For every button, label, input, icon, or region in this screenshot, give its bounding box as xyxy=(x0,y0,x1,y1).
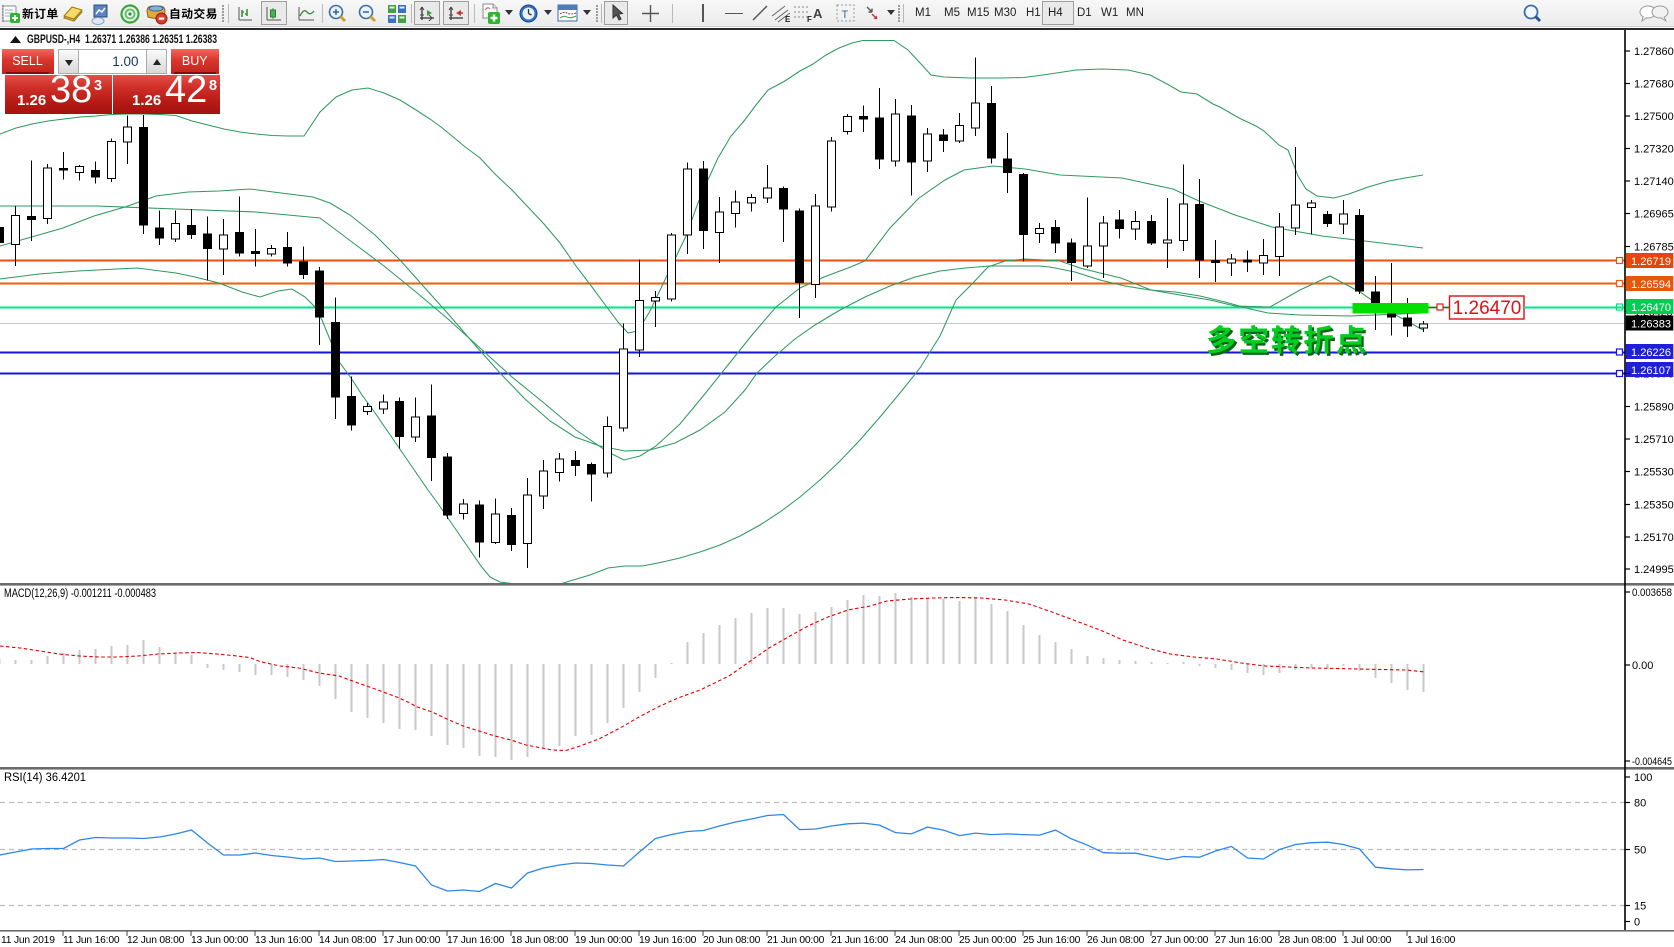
svg-text:0.00: 0.00 xyxy=(1632,660,1653,672)
svg-text:0: 0 xyxy=(1634,917,1640,929)
svg-text:1.25890: 1.25890 xyxy=(1634,402,1674,414)
svg-text:1.25350: 1.25350 xyxy=(1634,500,1674,512)
svg-text:1.26594: 1.26594 xyxy=(1631,279,1671,291)
svg-text:11 Jun 16:00: 11 Jun 16:00 xyxy=(63,935,120,946)
svg-text:1.27680: 1.27680 xyxy=(1634,79,1674,91)
svg-text:1.27320: 1.27320 xyxy=(1634,144,1674,156)
svg-text:1.26226: 1.26226 xyxy=(1631,347,1671,359)
svg-text:27 Jun 16:00: 27 Jun 16:00 xyxy=(1215,935,1273,946)
svg-text:13 Jun 00:00: 13 Jun 00:00 xyxy=(191,935,249,946)
svg-text:1.27500: 1.27500 xyxy=(1634,111,1674,123)
svg-text:1.26383: 1.26383 xyxy=(1631,319,1671,331)
svg-text:20 Jun 08:00: 20 Jun 08:00 xyxy=(703,935,761,946)
svg-text:E: E xyxy=(785,15,791,23)
svg-text:1.25710: 1.25710 xyxy=(1634,434,1674,446)
svg-text:1.26470: 1.26470 xyxy=(1631,302,1671,314)
svg-text:28 Jun 08:00: 28 Jun 08:00 xyxy=(1279,935,1337,946)
svg-text:-0.004645: -0.004645 xyxy=(1632,756,1672,768)
svg-text:1.27140: 1.27140 xyxy=(1634,176,1674,188)
svg-text:1.26470: 1.26470 xyxy=(1453,298,1522,319)
svg-text:1 Jul 00:00: 1 Jul 00:00 xyxy=(1343,935,1392,946)
svg-text:0.003658: 0.003658 xyxy=(1632,587,1672,599)
svg-text:1.26785: 1.26785 xyxy=(1634,242,1674,254)
svg-text:RSI(14) 36.4201: RSI(14) 36.4201 xyxy=(4,772,86,784)
svg-text:1.26965: 1.26965 xyxy=(1634,209,1674,221)
svg-text:27 Jun 00:00: 27 Jun 00:00 xyxy=(1151,935,1209,946)
svg-text:MACD(12,26,9) -0.001211 -0.000: MACD(12,26,9) -0.001211 -0.000483 xyxy=(4,588,156,600)
svg-text:1.27860: 1.27860 xyxy=(1634,46,1674,58)
svg-text:15: 15 xyxy=(1634,901,1646,913)
svg-text:50: 50 xyxy=(1634,845,1646,857)
svg-text:1 Jul 16:00: 1 Jul 16:00 xyxy=(1407,935,1456,946)
svg-text:12 Jun 08:00: 12 Jun 08:00 xyxy=(127,935,185,946)
svg-text:100: 100 xyxy=(1634,772,1652,784)
svg-text:21 Jun 16:00: 21 Jun 16:00 xyxy=(831,935,889,946)
svg-text:21 Jun 00:00: 21 Jun 00:00 xyxy=(767,935,825,946)
svg-text:26 Jun 08:00: 26 Jun 08:00 xyxy=(1087,935,1145,946)
svg-text:18 Jun 08:00: 18 Jun 08:00 xyxy=(511,935,569,946)
svg-text:19 Jun 00:00: 19 Jun 00:00 xyxy=(575,935,633,946)
svg-text:14 Jun 08:00: 14 Jun 08:00 xyxy=(319,935,377,946)
svg-text:17 Jun 00:00: 17 Jun 00:00 xyxy=(383,935,441,946)
svg-text:1.24995: 1.24995 xyxy=(1634,564,1674,576)
svg-text:1.25530: 1.25530 xyxy=(1634,467,1674,479)
svg-text:11 Jun 2019: 11 Jun 2019 xyxy=(1,935,55,946)
svg-text:25 Jun 16:00: 25 Jun 16:00 xyxy=(1023,935,1081,946)
svg-text:1.26719: 1.26719 xyxy=(1631,256,1671,268)
svg-text:1.25170: 1.25170 xyxy=(1634,532,1674,544)
svg-text:13 Jun 16:00: 13 Jun 16:00 xyxy=(255,935,313,946)
svg-text:GBPUSD-,H4 1.26371 1.26386 1.: GBPUSD-,H4 1.26371 1.26386 1.26351 1.263… xyxy=(27,32,217,46)
svg-text:19 Jun 16:00: 19 Jun 16:00 xyxy=(639,935,697,946)
svg-text:F: F xyxy=(807,15,812,23)
svg-text:1.26107: 1.26107 xyxy=(1631,365,1671,377)
svg-text:80: 80 xyxy=(1634,798,1646,810)
svg-text:T: T xyxy=(842,9,849,21)
svg-text:17 Jun 16:00: 17 Jun 16:00 xyxy=(447,935,505,946)
svg-text:24 Jun 08:00: 24 Jun 08:00 xyxy=(895,935,953,946)
svg-text:25 Jun 00:00: 25 Jun 00:00 xyxy=(959,935,1017,946)
